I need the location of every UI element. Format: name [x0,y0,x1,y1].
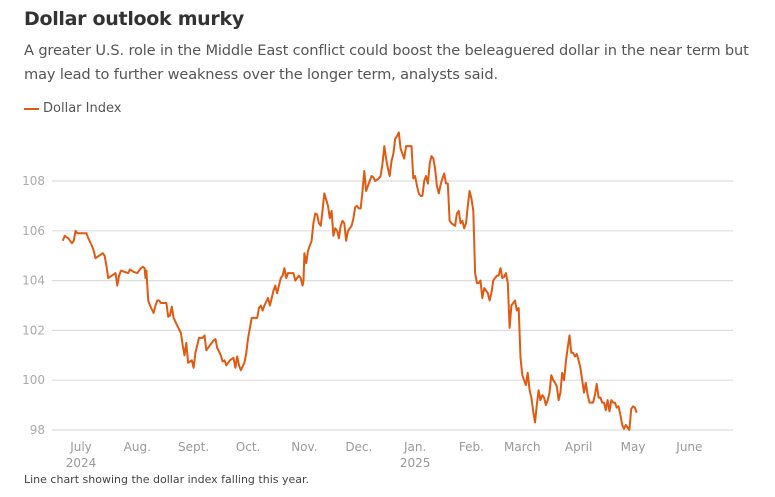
y-axis-ticks: 98 100 102 104 106 108 [22,174,45,437]
x-tick-year-label: 2024 [66,456,97,470]
legend-label: Dollar Index [43,101,122,116]
x-tick-label: Oct. [236,440,261,454]
x-tick-label: Dec. [345,440,372,454]
x-axis-ticks: July 2024 Aug. Sept. Oct. Nov. Dec. Jan. 2025 Feb… [66,440,703,470]
chart-title: Dollar outlook murky [24,8,244,30]
x-tick-label: Sept. [178,440,209,454]
series-lines [61,131,638,431]
chart-caption: Line chart showing the dollar index fall… [24,473,310,486]
x-tick-label: June [675,440,702,454]
x-tick-year-label: 2025 [400,456,431,470]
series-line-dollar-index [61,131,638,431]
legend-line-swatch [24,107,39,110]
line-chart: 98 100 102 104 106 108 July 2024 Aug. Sept. Oct. N… [22,131,733,470]
x-tick-label: April [565,440,592,454]
x-tick-label: March [504,440,541,454]
x-tick-label: Feb. [459,440,484,454]
x-tick-label: Jan. [403,440,426,454]
y-tick-label: 100 [22,373,45,387]
x-tick-label: May [621,440,646,454]
y-tick-label: 106 [22,224,45,238]
x-tick-label: Nov. [291,440,317,454]
y-tick-label: 102 [22,323,45,337]
x-tick-label: July [69,440,92,454]
y-tick-label: 108 [22,174,45,188]
x-tick-label: Aug. [124,440,151,454]
chart-subtitle: A greater U.S. role in the Middle East c… [24,42,749,83]
y-tick-label: 98 [30,423,45,437]
gridlines [52,180,733,431]
y-tick-label: 104 [22,274,45,288]
legend: Dollar Index [24,101,121,116]
